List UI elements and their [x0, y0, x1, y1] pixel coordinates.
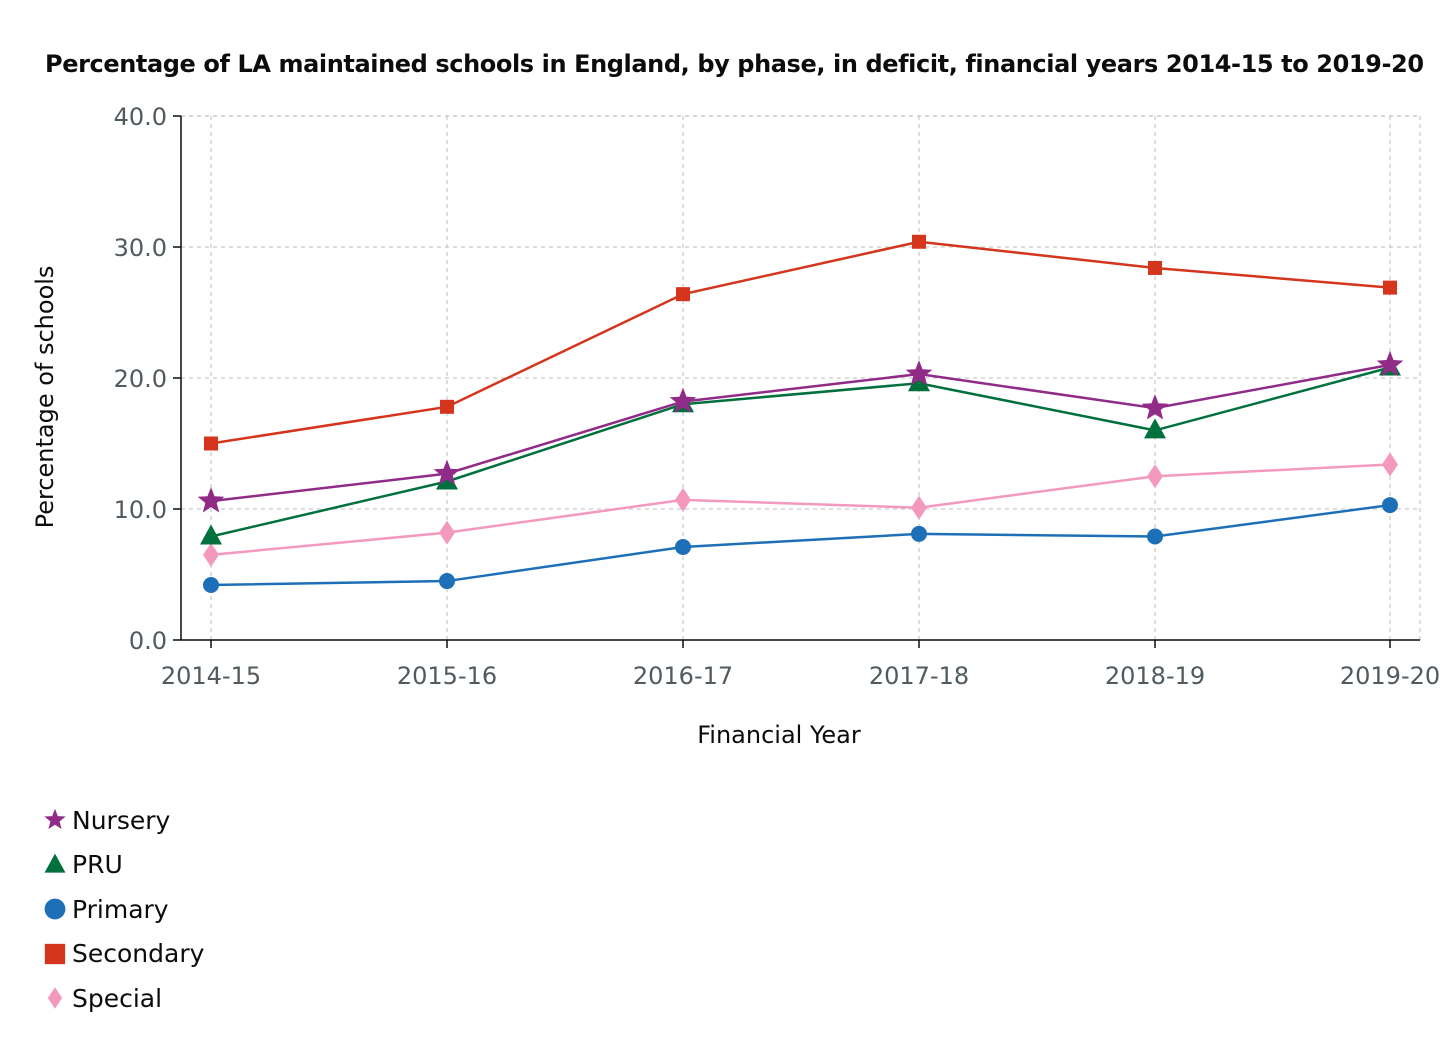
data-point-nursery	[669, 387, 697, 413]
data-point-primary	[439, 573, 455, 590]
legend-label: Nursery	[72, 805, 171, 835]
line-chart: 0.0 10.0 20.0 30.0 40.0 2014-15 2015-16 2016-17…	[31, 103, 1441, 749]
data-point-nursery	[433, 459, 461, 485]
circle-icon	[44, 898, 66, 920]
series-secondary	[204, 234, 1397, 451]
data-point-secondary	[912, 234, 926, 249]
series-line-pru	[210, 366, 1391, 538]
legend-marker-special	[47, 987, 63, 1010]
legend-marker-pru	[44, 853, 66, 873]
x-axis-title: Financial Year	[697, 721, 861, 749]
y-tick-label: 0.0	[129, 627, 167, 655]
legend-label: Special	[72, 983, 163, 1013]
y-tick-label: 10.0	[114, 496, 167, 524]
data-point-primary	[1382, 497, 1398, 514]
triangle-icon	[44, 853, 66, 873]
legend-item-pru: PRU	[42, 843, 204, 888]
data-point-nursery	[905, 360, 933, 386]
data-point-special	[675, 487, 691, 512]
legend-marker-nursery	[44, 809, 66, 830]
data-point-secondary	[1148, 260, 1162, 275]
data-point-primary	[1147, 528, 1163, 545]
legend-item-primary: Primary	[42, 887, 204, 932]
x-tick-label: 2018-19	[1105, 662, 1205, 690]
square-icon	[44, 943, 66, 964]
diamond-icon	[47, 987, 63, 1010]
data-point-primary	[911, 525, 927, 542]
data-point-nursery	[197, 487, 225, 513]
data-point-pru	[200, 524, 222, 545]
series	[197, 234, 1404, 593]
star-icon	[44, 809, 66, 830]
data-point-special	[911, 495, 927, 520]
data-point-special	[203, 542, 219, 567]
legend-marker-primary	[44, 898, 66, 920]
data-point-primary	[203, 576, 219, 593]
legend-item-nursery: Nursery	[42, 798, 204, 843]
series-line-nursery	[210, 363, 1391, 503]
x-tick-label: 2016-17	[633, 662, 733, 690]
series-line-special	[210, 463, 1391, 557]
data-point-primary	[675, 538, 691, 555]
legend-label: PRU	[72, 850, 123, 880]
chart-title: Percentage of LA maintained schools in E…	[45, 50, 1424, 78]
x-tick-label: 2019-20	[1340, 662, 1440, 690]
data-point-pru	[1144, 418, 1166, 439]
data-point-secondary	[1383, 280, 1397, 295]
legend: Nursery PRU Primary Secondary Special	[42, 798, 204, 1021]
legend-label: Secondary	[72, 939, 205, 969]
series-primary	[203, 497, 1398, 593]
series-line-primary	[210, 503, 1391, 587]
series-special	[203, 452, 1398, 567]
x-tick-label: 2014-15	[161, 662, 261, 690]
data-point-special	[439, 520, 455, 545]
x-tick-label: 2017-18	[869, 662, 969, 690]
data-point-secondary	[676, 287, 690, 302]
series-nursery	[197, 350, 1404, 513]
y-tick-label: 20.0	[114, 365, 167, 393]
legend-marker-secondary	[44, 943, 66, 964]
data-point-nursery	[1376, 350, 1404, 377]
data-point-nursery	[1141, 394, 1169, 420]
x-tick-label: 2015-16	[397, 662, 497, 690]
grid	[181, 115, 1421, 640]
series-line-secondary	[210, 240, 1391, 445]
legend-item-special: Special	[42, 976, 204, 1021]
data-point-special	[1382, 452, 1398, 477]
legend-item-secondary: Secondary	[42, 932, 204, 977]
y-axis-title: Percentage of schools	[31, 266, 59, 529]
y-tick-label: 30.0	[114, 234, 167, 262]
data-point-pru	[908, 371, 930, 392]
data-point-special	[1147, 464, 1163, 489]
series-pru	[200, 355, 1401, 545]
y-tick-label: 40.0	[114, 103, 167, 131]
data-point-secondary	[204, 436, 218, 451]
legend-label: Primary	[72, 894, 169, 924]
data-point-secondary	[440, 399, 454, 414]
axes: 0.0 10.0 20.0 30.0 40.0 2014-15 2015-16 2016-17…	[114, 103, 1441, 690]
